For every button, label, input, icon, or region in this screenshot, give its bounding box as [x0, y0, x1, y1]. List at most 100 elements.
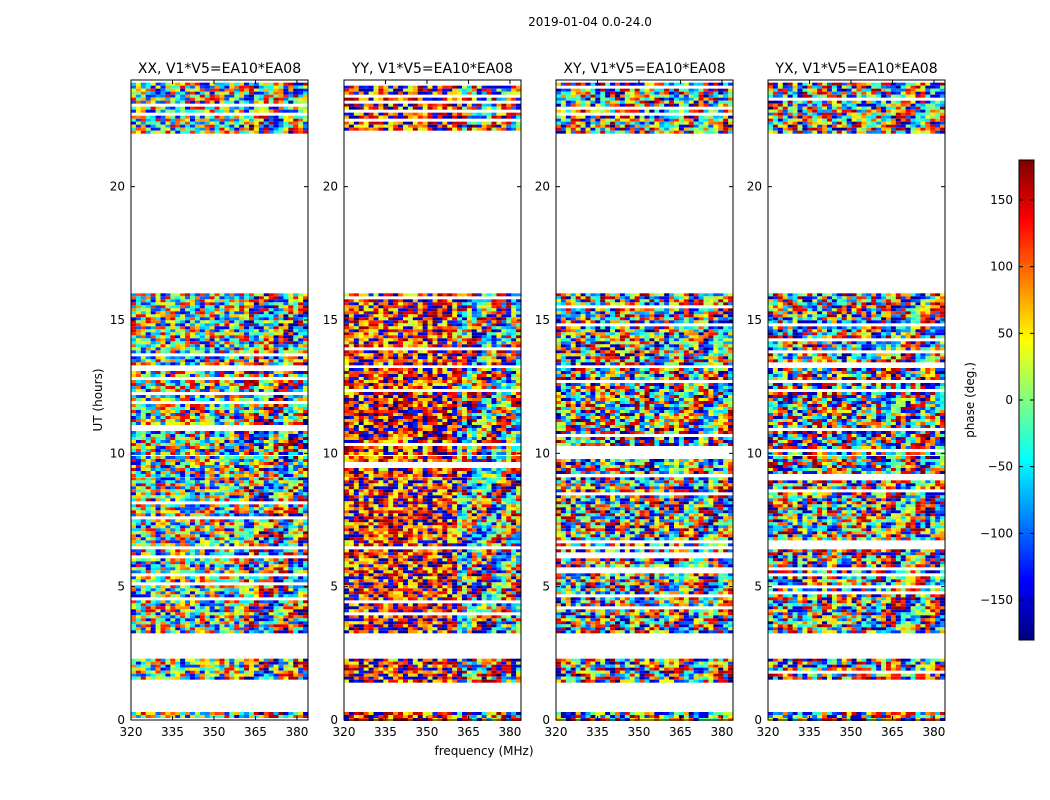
- heatmap-cell: [239, 498, 245, 502]
- heatmap-cell: [398, 673, 404, 677]
- heatmap-cell: [378, 549, 384, 553]
- heatmap-cell: [298, 362, 304, 366]
- heatmap-cell: [273, 474, 279, 477]
- heatmap-cell: [501, 712, 507, 715]
- heatmap-cell: [403, 549, 409, 553]
- heatmap-cell: [258, 585, 265, 589]
- heatmap-cell: [268, 431, 274, 434]
- heatmap-cell: [135, 374, 142, 377]
- heatmap-cell: [194, 667, 201, 671]
- heatmap-cell: [229, 579, 235, 583]
- heatmap-cell: [363, 555, 369, 559]
- heatmap-cell: [253, 528, 260, 532]
- heatmap-cell: [155, 383, 161, 386]
- heatmap-cell: [160, 513, 166, 517]
- heatmap-cell: [253, 88, 260, 92]
- heatmap-cell: [160, 335, 166, 339]
- heatmap-cell: [194, 594, 201, 598]
- heatmap-cell: [278, 94, 284, 98]
- heatmap-cell: [258, 356, 265, 360]
- heatmap-cell: [185, 630, 191, 634]
- heatmap-cell: [185, 106, 191, 110]
- heatmap-cell: [273, 431, 279, 434]
- heatmap-cell: [253, 109, 260, 113]
- heatmap-cell: [209, 380, 215, 383]
- heatmap-cell: [452, 712, 458, 715]
- heatmap-cell: [263, 600, 270, 604]
- heatmap-cell: [199, 440, 206, 443]
- heatmap-cell: [145, 664, 152, 668]
- heatmap-cell: [131, 335, 137, 339]
- heatmap-cell: [219, 410, 225, 413]
- heatmap-cell: [388, 712, 394, 715]
- heatmap-cell: [219, 109, 225, 113]
- heatmap-cell: [185, 591, 191, 595]
- heatmap-cell: [303, 591, 309, 595]
- heatmap-cell: [288, 380, 294, 383]
- heatmap-cell: [131, 561, 137, 565]
- heatmap-cell: [209, 115, 215, 119]
- heatmap-cell: [278, 498, 284, 502]
- heatmap-cell: [258, 347, 265, 351]
- heatmap-cell: [239, 630, 245, 634]
- heatmap-cell: [283, 413, 289, 416]
- heatmap-cell: [278, 407, 284, 410]
- heatmap-cell: [224, 627, 230, 631]
- heatmap-cell: [427, 667, 433, 671]
- heatmap-cell: [268, 299, 274, 303]
- heatmap-cell: [234, 127, 240, 131]
- heatmap-cell: [516, 712, 522, 715]
- heatmap-cell: [229, 513, 235, 517]
- heatmap-cell: [229, 371, 235, 374]
- heatmap-cell: [358, 667, 365, 671]
- heatmap-cell: [140, 459, 147, 462]
- heatmap-cell: [185, 670, 191, 674]
- heatmap-cell: [165, 585, 171, 589]
- heatmap-cell: [412, 670, 419, 674]
- heatmap-cell: [204, 630, 211, 634]
- heatmap-cell: [140, 371, 147, 374]
- heatmap-cell: [224, 498, 230, 502]
- heatmap-cell: [268, 97, 274, 101]
- heatmap-cell: [278, 480, 284, 484]
- heatmap-cell: [457, 676, 463, 680]
- heatmap-cell: [175, 407, 181, 410]
- heatmap-cell: [244, 91, 250, 95]
- heatmap-cell: [165, 115, 171, 119]
- heatmap-cell: [185, 332, 191, 336]
- heatmap-cell: [268, 314, 274, 318]
- heatmap-cell: [185, 498, 191, 502]
- heatmap-cell: [219, 570, 225, 574]
- heatmap-cell: [214, 468, 220, 471]
- heatmap-cell: [501, 673, 507, 677]
- heatmap-cell: [258, 359, 265, 363]
- heatmap-cell: [145, 127, 152, 131]
- heatmap-cell: [268, 407, 274, 410]
- heatmap-cell: [175, 341, 181, 345]
- heatmap-cell: [422, 558, 428, 562]
- heatmap-cell: [263, 326, 270, 330]
- heatmap-cell: [131, 296, 137, 300]
- heatmap-cell: [131, 471, 137, 474]
- heatmap-cell: [165, 480, 171, 484]
- heatmap-cell: [150, 383, 156, 386]
- heatmap-cell: [145, 106, 152, 110]
- heatmap-cell: [263, 507, 270, 511]
- heatmap-cell: [170, 317, 176, 321]
- heatmap-cell: [358, 561, 365, 565]
- heatmap-cell: [185, 594, 191, 598]
- heatmap-cell: [229, 121, 235, 125]
- heatmap-cell: [383, 664, 389, 668]
- heatmap-cell: [199, 531, 206, 535]
- heatmap-cell: [268, 82, 274, 86]
- heatmap-cell: [422, 561, 428, 565]
- heatmap-cell: [258, 323, 265, 327]
- heatmap-cell: [185, 609, 191, 613]
- heatmap-cell: [268, 398, 274, 401]
- heatmap-cell: [378, 679, 384, 683]
- heatmap-cell: [422, 658, 428, 662]
- heatmap-cell: [150, 416, 156, 419]
- heatmap-cell: [249, 97, 255, 101]
- heatmap-cell: [214, 296, 220, 300]
- heatmap-cell: [457, 715, 463, 718]
